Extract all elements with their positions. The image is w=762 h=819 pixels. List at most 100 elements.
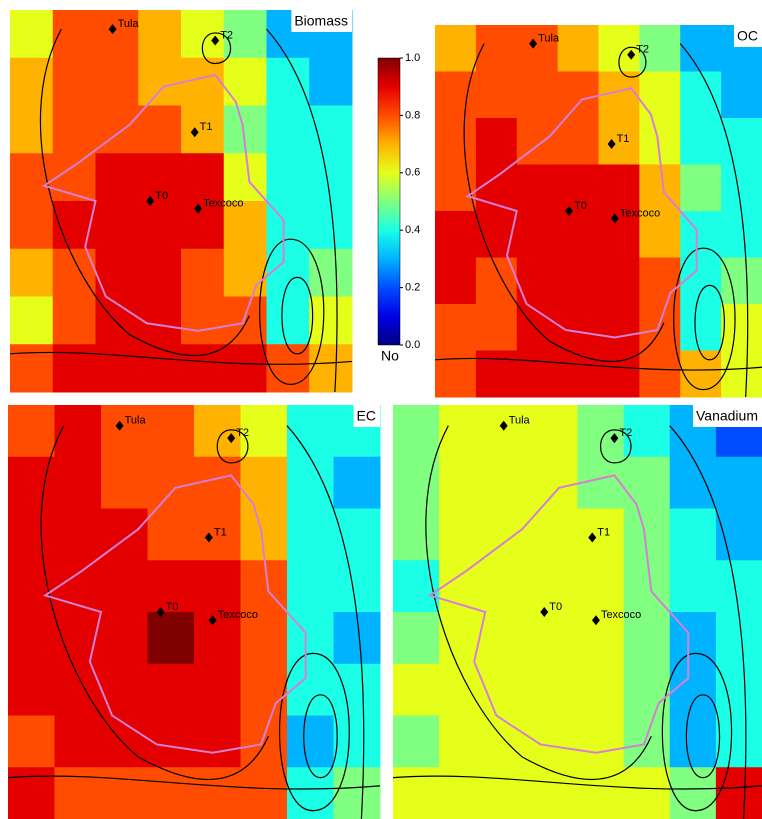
site-label: T1 xyxy=(617,133,630,145)
heatmap-cell xyxy=(52,344,96,393)
panel: Tula T2 T1 T0 Texcoco Vanadium xyxy=(393,405,762,819)
site-marker xyxy=(108,24,117,35)
contour-line xyxy=(40,29,249,355)
site-label: T1 xyxy=(200,121,213,133)
heatmap-cell xyxy=(639,304,681,351)
heatmap-cell xyxy=(54,456,102,509)
site-marker xyxy=(591,615,600,626)
heatmap-cell xyxy=(147,508,195,561)
heatmap-cell xyxy=(439,767,486,819)
heatmap-cell xyxy=(435,257,477,305)
heatmap-cell xyxy=(639,71,681,119)
heatmap-cell xyxy=(598,164,640,212)
site-label: T2 xyxy=(636,44,649,56)
heatmap-cell xyxy=(516,71,559,119)
panel-title: EC xyxy=(357,408,376,424)
heatmap-cell xyxy=(8,663,55,716)
contour-line xyxy=(304,695,337,778)
heatmap-cell xyxy=(240,456,288,509)
colorbar-tick-label: 1.0 xyxy=(405,52,420,64)
heatmap-cell xyxy=(101,767,148,819)
site-label: T1 xyxy=(597,526,610,538)
panel-title: Vanadium xyxy=(696,408,758,424)
heatmap-cell xyxy=(393,405,440,458)
site-marker xyxy=(610,433,619,444)
heatmap-cell xyxy=(485,767,532,819)
heatmap-cell xyxy=(194,767,241,819)
heatmap-cell xyxy=(138,248,182,297)
heatmap-cell xyxy=(598,118,640,165)
site-marker xyxy=(627,49,636,60)
heatmap-cell xyxy=(531,715,578,768)
contour-line xyxy=(10,352,352,364)
panel-title-box xyxy=(734,25,762,47)
contour-line xyxy=(393,776,762,789)
heatmap-cell xyxy=(557,257,599,305)
heatmap-cell xyxy=(138,57,182,106)
heatmap-cell xyxy=(52,57,96,106)
heatmap-cell xyxy=(181,153,225,202)
contour-line xyxy=(287,426,364,819)
heatmap-cell xyxy=(680,304,722,351)
heatmap-cell xyxy=(181,296,225,345)
heatmap-cell xyxy=(266,153,310,202)
heatmap-cell xyxy=(10,10,54,59)
heatmap-cell xyxy=(333,715,381,768)
site-label: Tula xyxy=(118,18,140,30)
site-marker xyxy=(607,139,616,150)
heatmap-cell xyxy=(101,508,148,561)
heatmap-cell xyxy=(598,257,640,305)
heatmap-cell xyxy=(8,456,55,509)
heatmap-cell xyxy=(240,767,288,819)
heatmap-cell xyxy=(721,164,762,212)
heatmap-cell xyxy=(393,663,440,716)
heatmap-cell xyxy=(577,767,625,819)
site-marker xyxy=(588,532,597,543)
heatmap-cell xyxy=(669,663,717,716)
heatmap-cell xyxy=(52,153,96,202)
panel-title: Biomass xyxy=(294,13,348,29)
heatmap-cell xyxy=(577,508,625,561)
heatmap-cell xyxy=(393,612,440,665)
heatmap-cell xyxy=(223,201,267,250)
heatmap-cell xyxy=(715,663,762,716)
map-overlay xyxy=(8,426,380,819)
heatmap-cell xyxy=(435,25,477,72)
heatmap-cell xyxy=(287,456,334,509)
colorbar-tick-label: 0.4 xyxy=(405,224,420,236)
heatmap-cell xyxy=(557,71,599,119)
heatmap-cell xyxy=(95,10,139,59)
heatmap-cell xyxy=(138,201,182,250)
heatmap-cell xyxy=(531,405,578,458)
heatmap-cell xyxy=(485,612,532,665)
heatmap-cell xyxy=(223,248,267,297)
heatmap-cell xyxy=(531,612,578,665)
heatmap-cell xyxy=(8,405,55,458)
heatmap-cell xyxy=(8,715,55,768)
heatmap-cell xyxy=(138,296,182,345)
site-label: T2 xyxy=(619,427,632,439)
heatmap-cell xyxy=(439,715,486,768)
site-label: T2 xyxy=(220,29,233,41)
heatmap-cell xyxy=(52,296,96,345)
heatmap-cell xyxy=(54,560,102,613)
site-marker xyxy=(204,532,213,543)
site-marker xyxy=(146,196,155,206)
contour-line xyxy=(601,430,631,463)
map-overlay xyxy=(10,29,352,392)
heatmap-cell xyxy=(287,560,334,613)
map-overlay xyxy=(393,426,762,819)
site-label: Tula xyxy=(125,415,147,427)
panel-title: OC xyxy=(737,28,758,44)
heatmap-cell xyxy=(557,25,599,72)
site-label: T2 xyxy=(236,427,249,439)
site-label: T0 xyxy=(155,190,168,202)
heatmap-cell xyxy=(435,350,477,398)
site-label: Texcoco xyxy=(601,609,641,621)
heatmap-cell xyxy=(669,560,717,613)
panel-title-box xyxy=(353,405,380,427)
heatmap-cell xyxy=(54,508,102,561)
heatmap-cell xyxy=(557,350,599,398)
heatmap-cell xyxy=(266,105,310,154)
city-boundary xyxy=(468,88,697,337)
